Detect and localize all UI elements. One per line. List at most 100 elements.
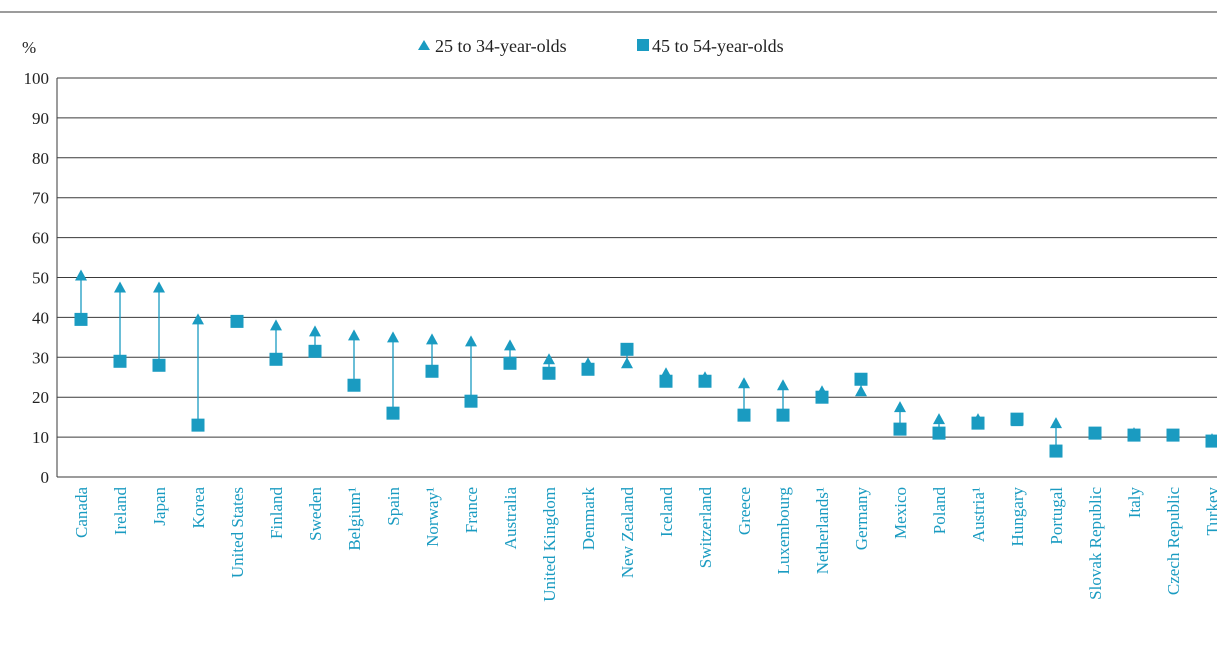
marker-45-54-9 [425, 364, 439, 378]
marker-45-54-6 [308, 344, 322, 358]
x-category-label-27: Italy [1125, 487, 1144, 519]
x-category-label-5: Finland [267, 487, 286, 539]
marker-45-54-26 [1088, 426, 1102, 440]
x-category-label-14: New Zealand [618, 487, 637, 579]
marker-45-54-18 [776, 408, 790, 422]
marker-45-54-12 [542, 366, 556, 380]
marker-25-34-18 [777, 379, 789, 391]
marker-45-54-15 [659, 374, 673, 388]
marker-45-54-10 [464, 394, 478, 408]
x-category-label-8: Spain [384, 487, 403, 526]
y-tick-label-90: 90 [32, 109, 49, 128]
marker-25-34-6 [309, 325, 321, 337]
marker-45-54-27 [1127, 428, 1141, 442]
marker-45-54-20 [854, 372, 868, 386]
x-category-label-3: Korea [189, 487, 208, 529]
marker-25-34-21 [894, 401, 906, 413]
x-category-label-11: Australia [501, 487, 520, 550]
marker-45-54-17 [737, 408, 751, 422]
x-category-label-10: France [462, 487, 481, 533]
legend-series-2-label: 45 to 54-year-olds [652, 36, 784, 56]
x-category-label-15: Iceland [657, 487, 676, 538]
marker-45-54-13 [581, 362, 595, 376]
x-category-label-21: Mexico [891, 487, 910, 539]
x-category-label-25: Portugal [1047, 487, 1066, 545]
marker-25-34-7 [348, 329, 360, 341]
marker-45-54-7 [347, 378, 361, 392]
marker-25-34-10 [465, 335, 477, 347]
y-tick-label-60: 60 [32, 229, 49, 248]
x-category-label-2: Japan [150, 487, 169, 526]
marker-45-54-3 [191, 418, 205, 432]
marker-45-54-22 [932, 426, 946, 440]
marker-25-34-14 [621, 357, 633, 369]
marker-25-34-5 [270, 319, 282, 331]
marker-45-54-28 [1166, 428, 1180, 442]
marker-45-54-19 [815, 390, 829, 404]
legend-square-marker [637, 39, 649, 51]
y-tick-label-80: 80 [32, 149, 49, 168]
marker-25-34-25 [1050, 417, 1062, 429]
marker-45-54-5 [269, 352, 283, 366]
y-tick-label-100: 100 [24, 69, 50, 88]
marker-45-54-1 [113, 354, 127, 368]
x-category-label-20: Germany [852, 487, 871, 551]
marker-25-34-3 [192, 313, 204, 325]
x-category-label-22: Poland [930, 487, 949, 535]
marker-25-34-12 [543, 353, 555, 365]
x-category-label-17: Greece [735, 487, 754, 535]
y-axis-unit-label: % [22, 38, 36, 57]
x-category-label-23: Austria¹ [969, 487, 988, 542]
y-tick-label-50: 50 [32, 269, 49, 288]
marker-45-54-8 [386, 406, 400, 420]
marker-25-34-22 [933, 413, 945, 425]
x-category-label-7: Belgium¹ [345, 487, 364, 551]
marker-45-54-24 [1010, 412, 1024, 426]
series-45-54-markers [74, 312, 1217, 458]
x-category-label-12: United Kingdom [540, 487, 559, 602]
x-category-label-26: Slovak Republic [1086, 487, 1105, 600]
marker-45-54-2 [152, 358, 166, 372]
marker-25-34-2 [153, 281, 165, 293]
x-category-label-16: Switzerland [696, 487, 715, 569]
legend: 25 to 34-year-olds 45 to 54-year-olds [418, 36, 784, 56]
marker-45-54-0 [74, 312, 88, 326]
marker-25-34-11 [504, 339, 516, 351]
marker-45-54-4 [230, 314, 244, 328]
marker-45-54-14 [620, 342, 634, 356]
marker-25-34-20 [855, 385, 867, 397]
x-category-label-19: Netherlands¹ [813, 487, 832, 574]
marker-25-34-9 [426, 333, 438, 345]
x-category-label-9: Norway¹ [423, 487, 442, 547]
y-tick-label-10: 10 [32, 428, 49, 447]
marker-45-54-29 [1205, 434, 1217, 448]
marker-45-54-21 [893, 422, 907, 436]
y-axis-tick-labels: 0 10 20 30 40 50 60 70 80 90 100 [24, 69, 50, 487]
x-category-label-4: United States [228, 487, 247, 578]
marker-45-54-16 [698, 374, 712, 388]
y-tick-label-40: 40 [32, 308, 49, 327]
x-category-label-13: Denmark [579, 487, 598, 551]
x-category-label-28: Czech Republic [1164, 487, 1183, 596]
x-axis-category-labels: Canada Ireland Japan Korea United States Finl… [72, 487, 1217, 602]
marker-25-34-17 [738, 377, 750, 389]
gridlines [56, 77, 1217, 478]
x-category-label-6: Sweden [306, 487, 325, 541]
legend-triangle-marker [418, 40, 430, 50]
marker-25-34-8 [387, 331, 399, 343]
y-tick-label-70: 70 [32, 189, 49, 208]
y-tick-label-30: 30 [32, 348, 49, 367]
x-category-label-29: Turkey [1203, 487, 1217, 536]
x-category-label-1: Ireland [111, 487, 130, 536]
legend-series-1-label: 25 to 34-year-olds [435, 36, 567, 56]
marker-45-54-23 [971, 416, 985, 430]
marker-25-34-0 [75, 269, 87, 281]
x-category-label-24: Hungary [1008, 487, 1027, 547]
marker-45-54-11 [503, 356, 517, 370]
y-tick-label-0: 0 [41, 468, 50, 487]
connector-lines [80, 275, 1057, 452]
x-category-label-18: Luxembourg [774, 487, 793, 575]
x-category-label-0: Canada [72, 487, 91, 538]
marker-25-34-1 [114, 281, 126, 293]
